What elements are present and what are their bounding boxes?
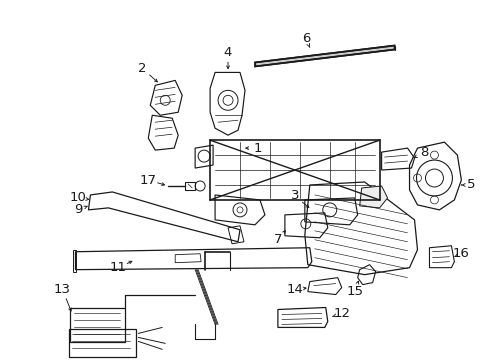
Bar [70, 307, 125, 342]
Text: 5: 5 [466, 179, 475, 192]
Polygon shape [254, 45, 394, 67]
Text: 1: 1 [253, 141, 262, 155]
Text: 13: 13 [54, 283, 71, 296]
Text: 11: 11 [110, 261, 126, 274]
Text: 8: 8 [420, 145, 428, 159]
Text: 2: 2 [138, 62, 146, 75]
Text: 10: 10 [70, 192, 87, 204]
Text: 4: 4 [224, 46, 232, 59]
Text: 16: 16 [452, 247, 469, 260]
Text: 6: 6 [301, 32, 309, 45]
Text: 17: 17 [140, 174, 157, 186]
Text: 15: 15 [346, 285, 363, 298]
Text: 12: 12 [332, 307, 349, 320]
Text: 7: 7 [273, 233, 282, 246]
Text: 9: 9 [74, 203, 82, 216]
Bar [68, 329, 136, 357]
Polygon shape [359, 186, 387, 208]
Text: 14: 14 [286, 283, 303, 296]
Text: 3: 3 [290, 189, 299, 202]
